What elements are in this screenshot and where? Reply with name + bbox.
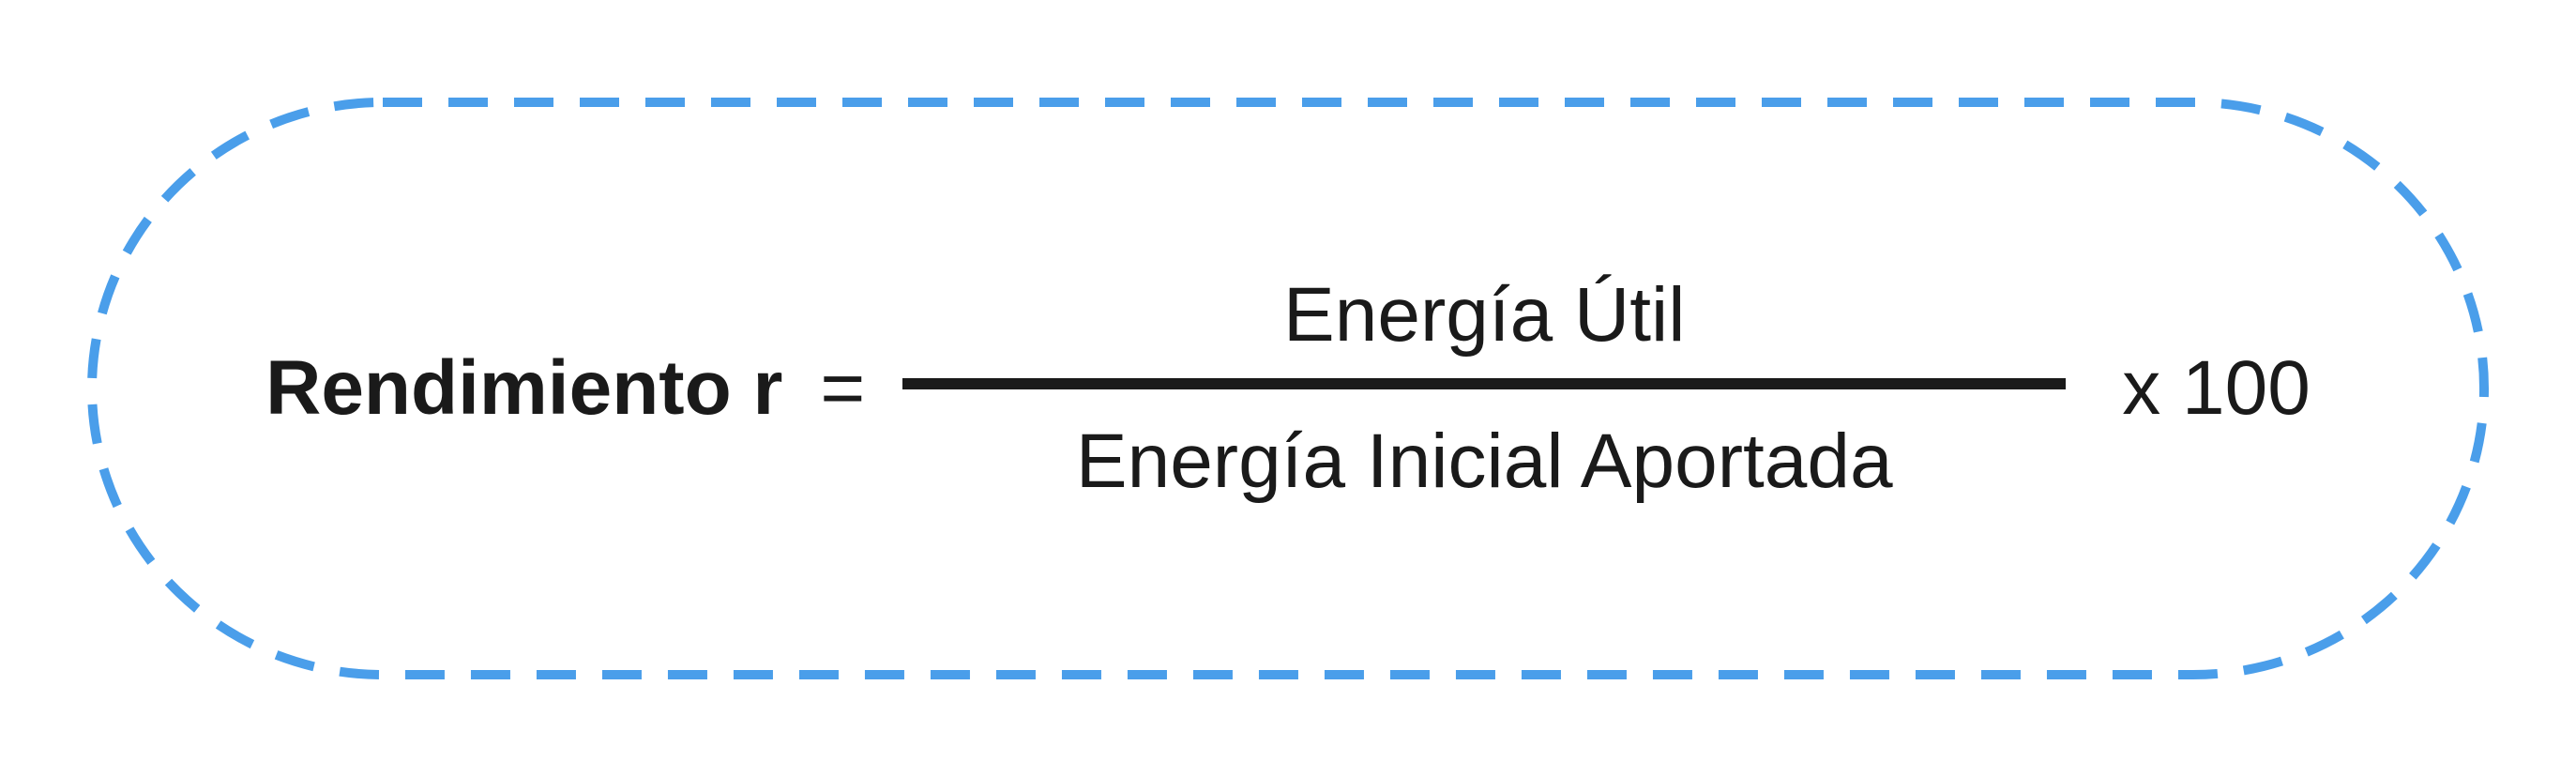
formula-label: Rendimiento r xyxy=(265,344,782,433)
fraction: Energía Útil Energía Inicial Aportada xyxy=(902,271,2066,506)
fraction-bar xyxy=(902,378,2066,389)
formula-content: Rendimiento r = Energía Útil Energía Ini… xyxy=(265,271,2311,506)
fraction-denominator: Energía Inicial Aportada xyxy=(1076,389,1893,506)
fraction-numerator: Energía Útil xyxy=(1283,271,1685,378)
formula-card: Rendimiento r = Energía Útil Energía Ini… xyxy=(87,98,2489,679)
multiplier: x 100 xyxy=(2122,344,2311,433)
equals-sign: = xyxy=(820,344,865,433)
